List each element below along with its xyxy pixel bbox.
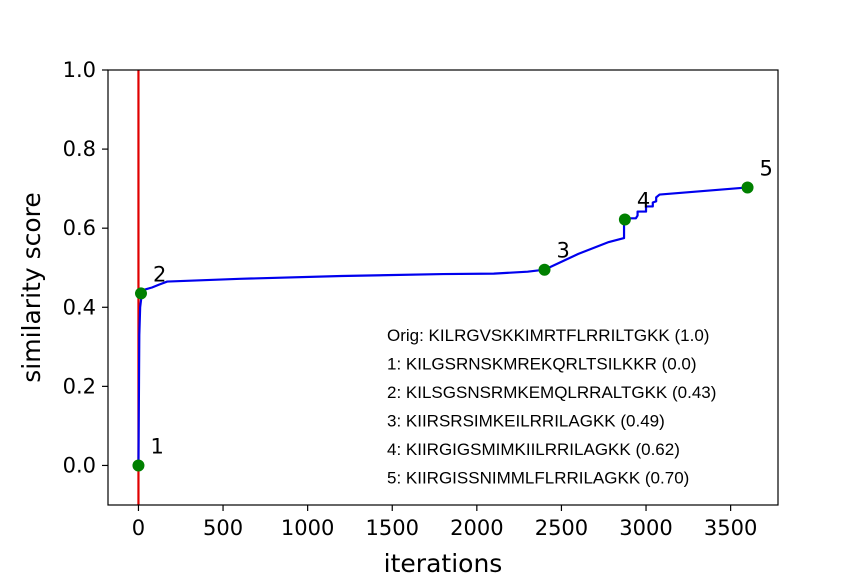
x-tick-label: 3500 <box>704 516 757 540</box>
x-tick-label: 500 <box>203 516 243 540</box>
annotation-line-5: 5: KIIRGISSNIMMLFLRRILAGKK (0.70) <box>387 469 689 488</box>
data-point-5 <box>741 181 754 194</box>
x-tick-label: 2500 <box>535 516 588 540</box>
x-tick-label: 3000 <box>619 516 672 540</box>
annotation-line-3: 3: KIIRSRSIMKEILRRILAGKK (0.49) <box>387 412 665 431</box>
annotation-line-1: 1: KILGSRNSKMREKQRLTSILKKR (0.0) <box>387 355 697 374</box>
x-tick-label: 2000 <box>450 516 503 540</box>
annotation-line-2: 2: KILSGSNSRMKEMQLRRALTGKK (0.43) <box>387 383 716 402</box>
y-tick-label: 0.6 <box>63 216 96 240</box>
x-tick-label: 1000 <box>281 516 334 540</box>
y-tick-label: 0.2 <box>63 374 96 398</box>
annotation-line-0: Orig: KILRGVSKKIMRTFLRRILTGKK (1.0) <box>387 326 709 345</box>
x-axis-label: iterations <box>384 549 503 576</box>
annotation-line-4: 4: KIIRGIGSMIMKIILRRILAGKK (0.62) <box>387 440 680 459</box>
point-label-4: 4 <box>637 188 650 212</box>
x-tick-label: 0 <box>132 516 145 540</box>
point-label-3: 3 <box>557 239 570 263</box>
series-line-0 <box>137 186 748 466</box>
point-label-5: 5 <box>760 156 773 180</box>
point-label-1: 1 <box>150 434 163 458</box>
y-tick-label: 0.4 <box>63 295 96 319</box>
y-tick-label: 0.0 <box>63 453 96 477</box>
y-axis-label: similarity score <box>17 192 46 382</box>
y-tick-label: 0.8 <box>63 137 96 161</box>
y-tick-label: 1.0 <box>63 58 96 82</box>
data-point-3 <box>538 263 551 276</box>
x-tick-label: 1500 <box>366 516 419 540</box>
point-label-2: 2 <box>153 262 166 286</box>
data-point-4 <box>618 213 631 226</box>
plot-frame <box>107 69 779 506</box>
data-point-1 <box>132 459 145 472</box>
data-point-2 <box>134 287 147 300</box>
